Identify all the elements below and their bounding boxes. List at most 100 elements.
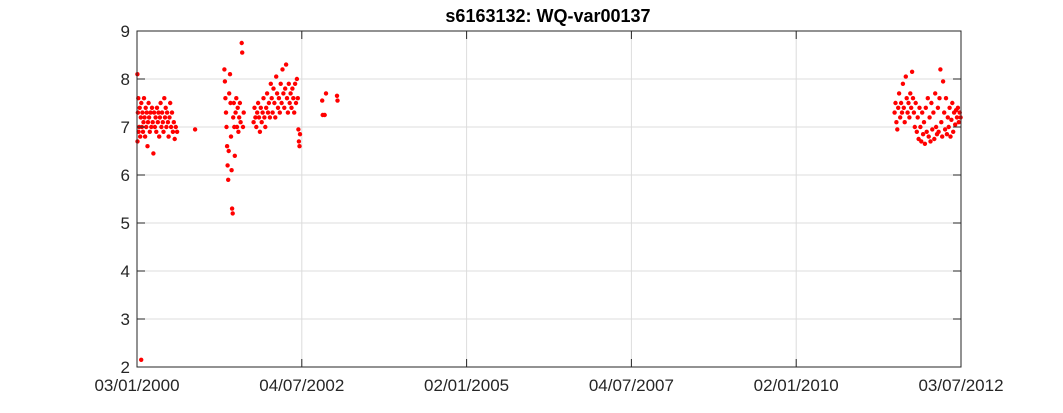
data-point <box>232 153 237 158</box>
data-point <box>225 163 230 168</box>
data-point <box>255 100 261 106</box>
data-point <box>168 124 174 130</box>
data-point <box>174 129 180 134</box>
x-tick-label: 03/01/2000 <box>94 376 179 395</box>
data-point <box>920 110 925 115</box>
data-point <box>335 98 340 103</box>
data-point <box>901 105 906 111</box>
data-point <box>135 110 141 115</box>
data-point <box>142 134 148 139</box>
data-point <box>899 110 905 115</box>
data-point <box>292 110 297 115</box>
data-point <box>280 67 285 72</box>
data-point <box>227 91 232 96</box>
data-point <box>163 105 168 111</box>
data-point <box>150 120 155 125</box>
data-point <box>915 115 920 120</box>
data-point <box>290 86 295 91</box>
data-point <box>156 110 161 115</box>
data-point <box>946 124 951 130</box>
data-point <box>231 100 236 106</box>
data-point <box>239 40 244 46</box>
data-point <box>149 124 154 130</box>
data-point <box>236 129 241 134</box>
data-point <box>223 110 229 115</box>
data-point <box>144 110 149 115</box>
data-point <box>938 67 943 72</box>
data-point <box>926 134 931 139</box>
data-point <box>274 74 279 79</box>
x-tick-label: 02/01/2005 <box>424 376 509 395</box>
data-point <box>937 96 942 101</box>
data-point <box>164 110 170 115</box>
data-point <box>910 96 916 101</box>
data-point <box>162 115 168 120</box>
chart-title: s6163132: WQ-var00137 <box>445 6 650 26</box>
data-point <box>918 124 923 130</box>
data-point <box>160 120 165 125</box>
data-point <box>222 79 228 84</box>
data-point <box>168 100 173 106</box>
data-point <box>287 100 292 106</box>
data-point <box>152 124 158 130</box>
y-tick-label: 4 <box>121 262 130 281</box>
data-point <box>903 74 908 79</box>
x-tick-label: 04/07/2007 <box>589 376 674 395</box>
data-point <box>266 100 272 106</box>
data-point <box>286 81 291 87</box>
data-point <box>939 120 944 125</box>
data-point <box>277 110 282 115</box>
data-point <box>161 129 166 134</box>
data-point <box>223 96 228 101</box>
data-point <box>226 177 231 182</box>
data-point <box>234 124 240 130</box>
data-point <box>935 105 941 111</box>
data-point <box>896 91 902 96</box>
data-point <box>159 124 164 130</box>
x-tick-label: 02/01/2010 <box>754 376 839 395</box>
data-point <box>226 148 231 154</box>
data-point <box>893 100 898 106</box>
data-point <box>279 100 284 106</box>
data-point <box>951 129 956 134</box>
data-point <box>261 96 266 101</box>
data-point <box>288 91 293 96</box>
data-point <box>151 151 156 156</box>
data-point <box>276 96 282 101</box>
data-point <box>949 117 954 123</box>
y-tick-label: 3 <box>121 310 130 329</box>
data-point <box>895 127 900 132</box>
data-point <box>900 81 906 87</box>
plot-background <box>137 31 961 367</box>
data-point <box>227 72 233 77</box>
data-point <box>231 115 236 120</box>
data-point <box>154 105 160 111</box>
data-point <box>260 110 265 115</box>
data-point <box>157 134 162 139</box>
data-point <box>157 115 163 120</box>
data-point <box>142 115 147 120</box>
data-point <box>145 144 150 149</box>
data-point <box>162 96 167 101</box>
data-point <box>264 105 269 111</box>
data-point <box>173 124 178 130</box>
data-point <box>928 139 933 144</box>
data-point <box>289 105 294 111</box>
data-point <box>940 79 946 84</box>
data-point <box>268 81 273 87</box>
data-point <box>140 110 145 115</box>
data-point <box>158 100 163 106</box>
data-point <box>240 50 245 55</box>
data-point <box>925 96 930 101</box>
data-point <box>238 120 243 125</box>
data-point <box>284 96 290 101</box>
data-point <box>927 115 932 120</box>
data-point <box>955 105 961 111</box>
data-point <box>322 112 327 118</box>
data-point <box>945 115 950 120</box>
data-point <box>291 96 296 101</box>
data-point <box>905 110 910 115</box>
data-point <box>922 141 928 146</box>
data-point <box>145 120 151 125</box>
plot-border <box>136 30 962 368</box>
